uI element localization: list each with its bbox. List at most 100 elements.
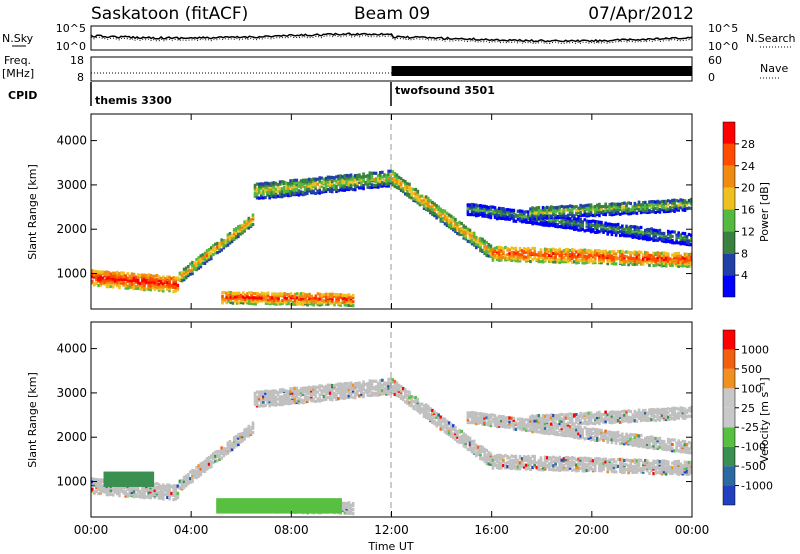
power-cell-5714 [660,203,664,207]
power-cell-4924 [652,234,655,238]
power-cell-2496 [408,195,411,199]
power-cell-2410 [391,172,395,176]
velocity-cell-2489 [406,400,409,404]
power-cell-4424 [548,221,551,226]
power-cell-1014 [270,193,274,198]
velocity-cell-503 [168,483,171,487]
power-cell-5740 [664,199,668,204]
velocity-cell-891 [249,426,253,430]
power-cell-224 [124,274,127,278]
velocity-cell-567 [182,486,186,490]
power-cell-2570 [422,206,426,210]
velocity-cell-79 [103,490,107,494]
power-cell-210 [122,274,125,278]
power-cell-4642 [591,219,595,223]
power-cell-5784 [675,207,678,211]
power-cell-4328 [527,216,530,221]
power-cell-3238 [543,249,547,253]
power-cell-1116 [285,181,288,185]
velocity-cell-3849 [660,463,664,468]
power-cell-194 [120,279,123,284]
velocity-cell-1765 [389,387,393,391]
velocity-cell-407 [153,492,157,497]
velocity-cell-2461 [399,389,403,393]
velocity-cell-3681 [629,466,632,470]
velocity-cell-3511 [596,461,599,465]
power-cell-2394 [351,304,355,308]
power-cell-2280 [326,295,330,299]
velocity-cell-829 [237,436,240,440]
velocity-cell-3195 [535,465,539,469]
power-cell-4628 [589,225,593,229]
power-cell-466 [161,275,165,279]
power-cell-1676 [374,179,378,183]
power-cell-2782 [458,229,461,233]
power-cell-1512 [347,182,351,186]
velocity-cell-3243 [545,465,549,469]
power-cell-3274 [550,248,553,252]
power-cell-2474 [404,192,407,196]
power-cell-670 [203,261,207,265]
power-cell-3604 [612,255,616,259]
velocity-cell-3219 [539,456,543,460]
power-cell-134 [109,272,113,276]
velocity-cell-3609 [612,458,616,462]
velocity-cell-541 [176,494,180,498]
power-cell-1918 [252,302,255,306]
power-cell-558 [180,278,184,282]
power-cell-756 [222,244,226,248]
velocity-cell-91 [105,493,109,497]
power-cell-4936 [654,231,658,236]
power-cell-3840 [660,264,664,268]
power-cell-3072 [512,257,516,261]
velocity-cell-813 [232,436,236,440]
power-cell-1616 [364,181,367,185]
velocity-cell-3745 [641,470,645,474]
velocity-cell-1203 [299,400,303,404]
velocity-cell-3383 [570,462,574,466]
velocity-cell-3241 [543,455,547,459]
velocity-cell-1325 [318,393,322,397]
power-cell-1922 [252,297,255,301]
velocity-cell-955 [260,390,263,394]
power-cell-5250 [560,209,564,213]
velocity-cell-1761 [387,377,390,381]
power-cell-1344 [322,188,326,193]
power-cell-1262 [308,181,311,185]
velocity-cell-155 [113,487,117,491]
velocity-cell-617 [191,468,194,473]
power-cell-4654 [596,230,599,234]
nsearch-trace [90,34,693,45]
power-cell-4794 [625,224,628,228]
velocity-cell-1561 [353,382,357,386]
power-cell-2976 [493,255,497,259]
velocity-cell-1095 [282,398,286,402]
power-cell-1444 [337,174,340,178]
power-cell-5842 [687,198,691,203]
power-cell-4416 [545,221,549,225]
velocity-cell-1455 [339,387,342,391]
power-cell-3864 [662,254,666,258]
power-cell-116 [107,275,111,279]
power-cell-3874 [664,257,668,261]
power-cell-1986 [266,294,270,298]
velocity-cell-3723 [635,459,639,463]
power-cell-3404 [575,255,578,259]
power-cell-3880 [664,252,668,256]
velocity-cell-2623 [431,420,434,425]
power-cell-1740 [385,179,388,184]
velocity-cell-655 [199,467,203,471]
power-cell-3390 [573,260,576,264]
velocity-cell-3289 [554,464,557,468]
power-cell-5376 [589,211,593,215]
power-cell-1544 [351,177,355,181]
power-cell-4254 [510,214,514,218]
velocity-cell-3467 [587,467,591,471]
velocity-cell-473 [164,487,167,491]
power-cell-3080 [512,247,516,251]
power-cell-1448 [339,185,342,189]
velocity-cell-2609 [426,404,430,408]
power-cell-48 [97,270,100,274]
velocity-cell-2505 [408,393,411,397]
power-cell-3970 [681,256,685,260]
